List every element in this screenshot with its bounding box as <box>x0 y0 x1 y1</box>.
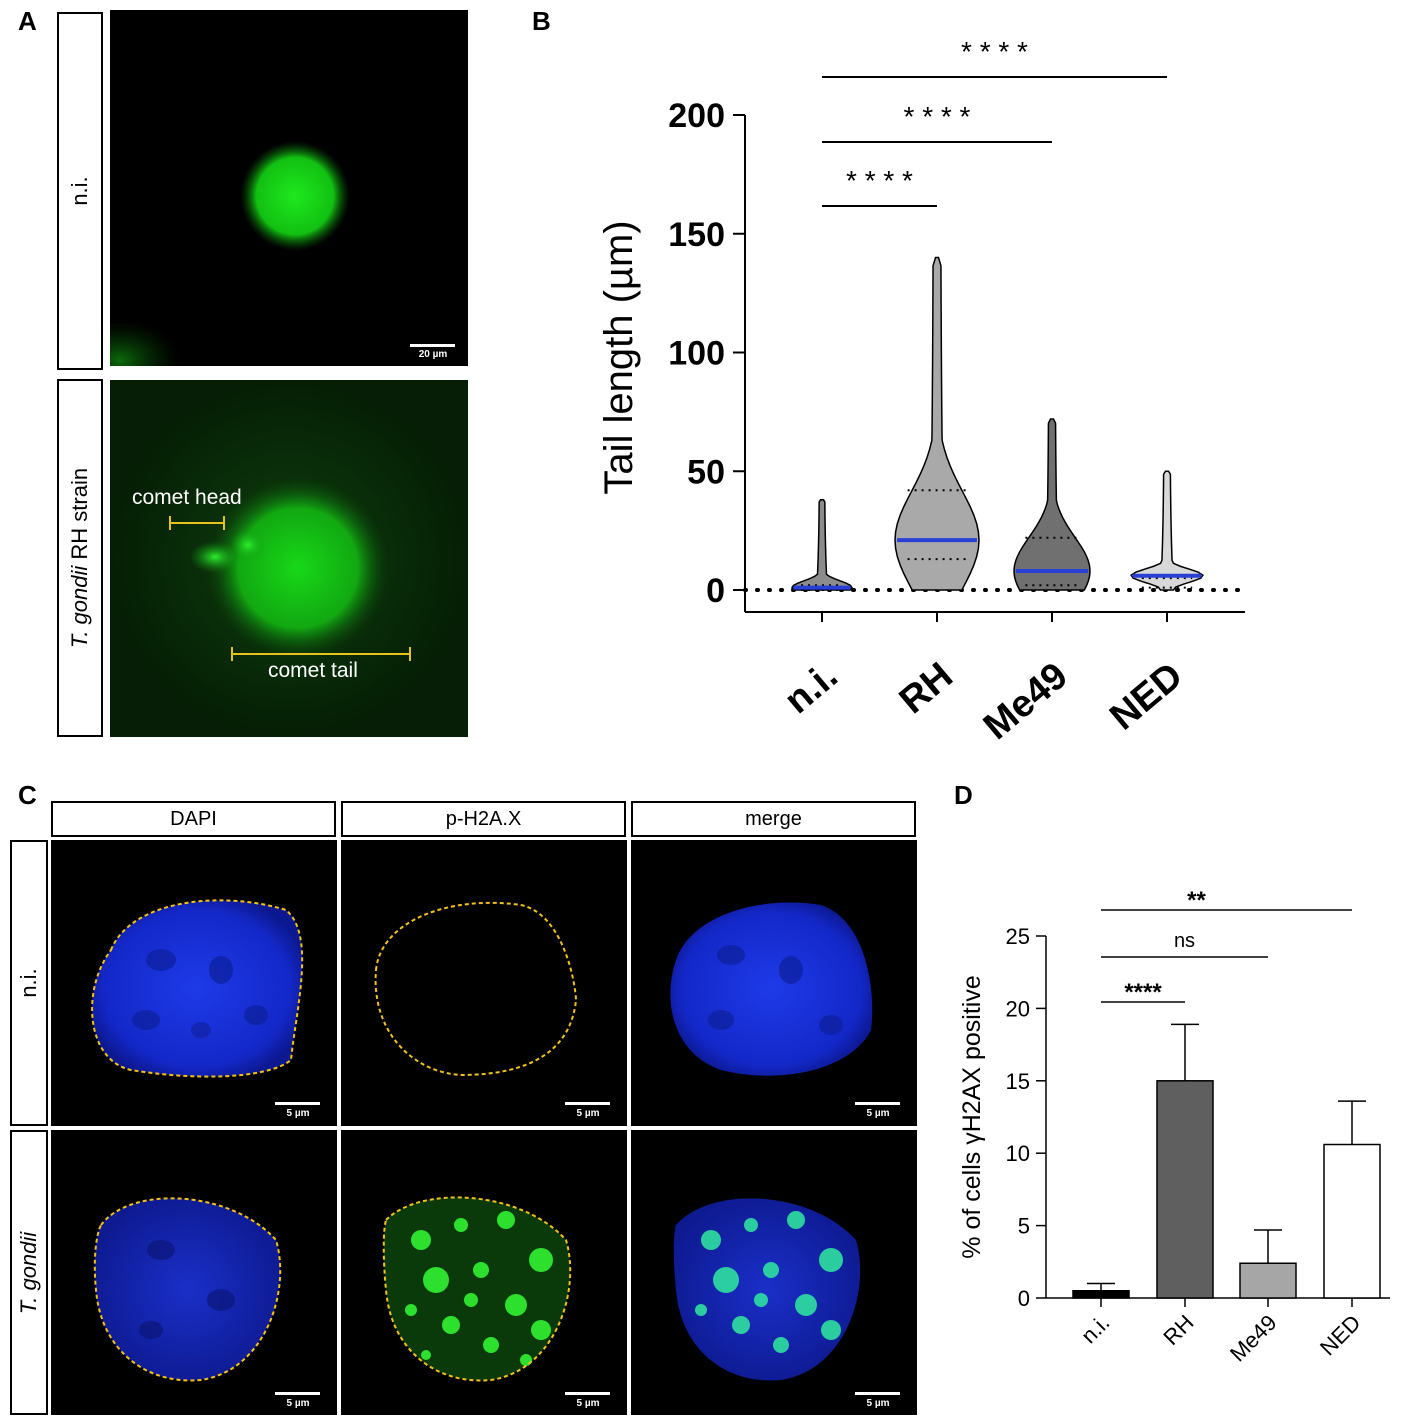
x-tick-label: RH <box>892 655 961 722</box>
bar-Me49 <box>1239 1262 1297 1299</box>
row-label-ni-a: n.i. <box>57 12 103 370</box>
x-tick-label: Me49 <box>976 655 1076 748</box>
column-label-dapi: DAPI <box>51 801 336 837</box>
x-tick-label: NED <box>1315 1310 1366 1361</box>
panel-letter-c: C <box>18 780 37 810</box>
panel-letter-a: A <box>18 6 37 36</box>
comet-rh-graphic <box>110 380 468 737</box>
significance-label: ** <box>1187 887 1206 914</box>
column-label-merge: merge <box>631 801 916 837</box>
scale-bar <box>565 1392 610 1395</box>
y-tick-label: 100 <box>668 335 725 373</box>
ph2ax-image-ni: 5 µm <box>341 840 627 1126</box>
row-label-text: n.i. <box>16 968 41 998</box>
significance-label: ns <box>1174 930 1195 952</box>
x-tick-label: RH <box>1158 1310 1198 1350</box>
y-tick-label: 15 <box>1006 1069 1030 1094</box>
significance-label: * * * * <box>846 165 913 196</box>
x-tick-label: NED <box>1102 655 1190 739</box>
row-label-tgondii-c: T. gondii <box>10 1130 48 1415</box>
y-tick-label: 0 <box>1018 1286 1030 1311</box>
comet-head-label: comet head <box>132 486 242 509</box>
scale-bar <box>275 1102 320 1105</box>
y-tick-label: 5 <box>1018 1214 1030 1239</box>
column-label-ph2ax: p-H2A.X <box>341 801 626 837</box>
bar-RH <box>1156 1080 1214 1299</box>
row-label-text: n.i. <box>67 176 92 206</box>
comet-image-rh: comet head comet tail <box>110 380 468 737</box>
dapi-image-tgondii: 5 µm <box>51 1130 337 1415</box>
scale-text: 20 µm <box>418 349 448 360</box>
dapi-image-ni: 5 µm <box>51 840 337 1126</box>
violin-NED <box>1130 470 1204 591</box>
x-tick-label: Me49 <box>1225 1310 1282 1367</box>
scale-bar <box>855 1392 900 1395</box>
scale-bar <box>410 344 455 347</box>
y-tick-label: 25 <box>1006 924 1030 949</box>
row-label-text: T. gondii RH strain <box>67 467 92 649</box>
y-tick-label: 10 <box>1006 1141 1030 1166</box>
merge-image-tgondii: 5 µm <box>631 1130 917 1415</box>
violin-RH <box>894 256 980 591</box>
scale-text: 5 µm <box>286 1108 310 1119</box>
y-tick-label: 150 <box>668 216 725 254</box>
significance-label: * * * * <box>961 36 1028 67</box>
significance-label: * * * * <box>904 101 971 132</box>
y-tick-label: 0 <box>706 572 725 610</box>
scale-bar <box>565 1102 610 1105</box>
scale-text: 5 µm <box>286 1398 310 1409</box>
violin-chart: 0 50 100 150 200 Tail length (µm) n.i. RH Me49 NE… <box>597 36 1247 748</box>
scale-text: 5 µm <box>576 1398 600 1409</box>
panel-letter-b: B <box>532 6 551 36</box>
panel-letter-d: D <box>954 780 973 810</box>
bar-NED <box>1323 1143 1381 1299</box>
comet-tail-label: comet tail <box>268 659 358 682</box>
scale-text: 5 µm <box>576 1108 600 1119</box>
scale-bar <box>855 1102 900 1105</box>
x-tick-label: n.i. <box>777 655 846 722</box>
comet-image-ni: 20 µm <box>110 10 468 366</box>
row-label-ni-c: n.i. <box>10 840 48 1126</box>
ph2ax-image-tgondii: 5 µm <box>341 1130 627 1415</box>
row-label-text: T. gondii <box>16 1231 41 1314</box>
x-tick-label: n.i. <box>1076 1310 1114 1348</box>
violin-n.i. <box>791 499 853 591</box>
y-tick-label: 20 <box>1006 996 1030 1021</box>
significance-label: **** <box>1124 979 1162 1006</box>
scale-bar <box>275 1392 320 1395</box>
merge-image-ni: 5 µm <box>631 840 917 1126</box>
violin-Me49 <box>1013 418 1091 591</box>
y-axis-label: Tail length (µm) <box>597 220 641 494</box>
scale-text: 5 µm <box>866 1398 890 1409</box>
scale-text: 5 µm <box>866 1108 890 1119</box>
bar-chart: 0 5 10 15 20 25 % of cells γH2AX positive n.i. R… <box>958 887 1390 1367</box>
row-label-strain-a: T. gondii RH strain <box>57 379 103 737</box>
y-tick-label: 50 <box>687 453 725 491</box>
y-axis-label: % of cells γH2AX positive <box>958 975 986 1258</box>
y-tick-label: 200 <box>668 97 725 135</box>
bar-n.i. <box>1072 1290 1130 1299</box>
comet-ni-graphic <box>110 10 468 366</box>
